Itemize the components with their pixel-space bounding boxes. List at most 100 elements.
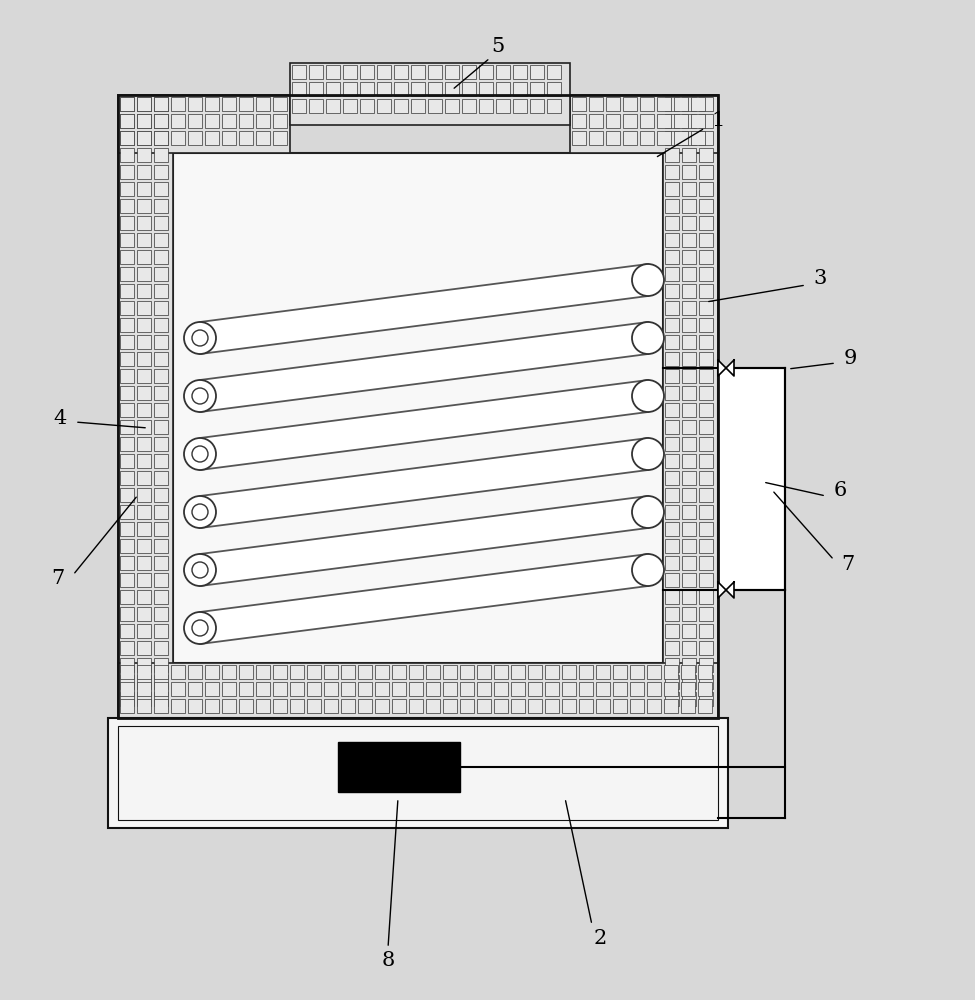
Bar <box>326 82 340 96</box>
Bar <box>665 182 679 196</box>
Bar <box>665 250 679 264</box>
Bar <box>205 131 219 145</box>
Bar <box>699 386 713 400</box>
Bar <box>665 267 679 281</box>
Bar <box>137 682 151 696</box>
Bar <box>118 95 290 153</box>
Bar <box>120 403 134 417</box>
Bar <box>606 97 620 111</box>
Bar <box>256 131 270 145</box>
Bar <box>674 114 688 128</box>
Bar <box>290 665 304 679</box>
Bar <box>699 624 713 638</box>
Bar <box>137 420 151 434</box>
Bar <box>154 352 168 366</box>
Bar <box>665 539 679 553</box>
Bar <box>120 624 134 638</box>
Bar <box>682 539 696 553</box>
Bar <box>428 82 442 96</box>
Bar <box>120 97 134 111</box>
Bar <box>699 352 713 366</box>
Bar <box>699 165 713 179</box>
Circle shape <box>184 496 216 528</box>
Bar <box>392 665 406 679</box>
Bar <box>682 301 696 315</box>
Bar <box>120 335 134 349</box>
Bar <box>120 590 134 604</box>
Bar <box>120 199 134 213</box>
Circle shape <box>632 554 664 586</box>
Bar <box>120 607 134 621</box>
Bar <box>699 556 713 570</box>
Bar <box>691 114 705 128</box>
Bar <box>445 99 459 113</box>
Bar <box>479 99 493 113</box>
Bar <box>222 114 236 128</box>
Circle shape <box>192 388 208 404</box>
Bar <box>256 114 270 128</box>
Bar <box>699 522 713 536</box>
Bar <box>137 505 151 519</box>
Text: 8: 8 <box>381 950 395 970</box>
Bar <box>118 726 718 820</box>
Bar <box>545 699 559 713</box>
Bar <box>570 95 718 153</box>
Bar <box>530 99 544 113</box>
Bar <box>665 522 679 536</box>
Bar <box>699 641 713 655</box>
Bar <box>222 665 236 679</box>
Bar <box>309 99 323 113</box>
Bar <box>120 386 134 400</box>
Polygon shape <box>200 554 648 644</box>
Bar <box>239 665 253 679</box>
Bar <box>137 607 151 621</box>
Bar <box>171 131 185 145</box>
Bar <box>360 65 374 79</box>
Bar <box>120 420 134 434</box>
Polygon shape <box>726 360 734 376</box>
Bar <box>120 131 134 145</box>
Bar <box>426 665 440 679</box>
Bar <box>674 131 688 145</box>
Bar <box>606 131 620 145</box>
Bar <box>562 699 576 713</box>
Circle shape <box>632 380 664 412</box>
Bar <box>462 99 476 113</box>
Bar <box>120 267 134 281</box>
Bar <box>394 65 408 79</box>
Text: 6: 6 <box>834 481 846 499</box>
Bar <box>137 148 151 162</box>
Bar <box>154 624 168 638</box>
Bar <box>682 131 696 145</box>
Circle shape <box>184 438 216 470</box>
Bar <box>137 665 151 679</box>
Bar <box>665 148 679 162</box>
Bar <box>699 471 713 485</box>
Bar <box>358 699 372 713</box>
Bar <box>309 82 323 96</box>
Bar <box>513 82 527 96</box>
Bar <box>443 682 457 696</box>
Bar <box>188 665 202 679</box>
Bar <box>205 97 219 111</box>
Bar <box>239 131 253 145</box>
Bar <box>154 590 168 604</box>
Bar <box>307 699 321 713</box>
Bar <box>428 65 442 79</box>
Bar <box>120 665 134 679</box>
Bar <box>682 692 696 706</box>
Bar <box>682 607 696 621</box>
Bar <box>682 369 696 383</box>
Bar <box>606 114 620 128</box>
Bar <box>562 682 576 696</box>
Bar <box>665 556 679 570</box>
Bar <box>572 131 586 145</box>
Bar <box>154 641 168 655</box>
Bar <box>665 488 679 502</box>
Bar <box>665 318 679 332</box>
Bar <box>154 148 168 162</box>
Bar <box>682 267 696 281</box>
Bar <box>343 65 357 79</box>
Bar <box>273 682 287 696</box>
Bar <box>205 699 219 713</box>
